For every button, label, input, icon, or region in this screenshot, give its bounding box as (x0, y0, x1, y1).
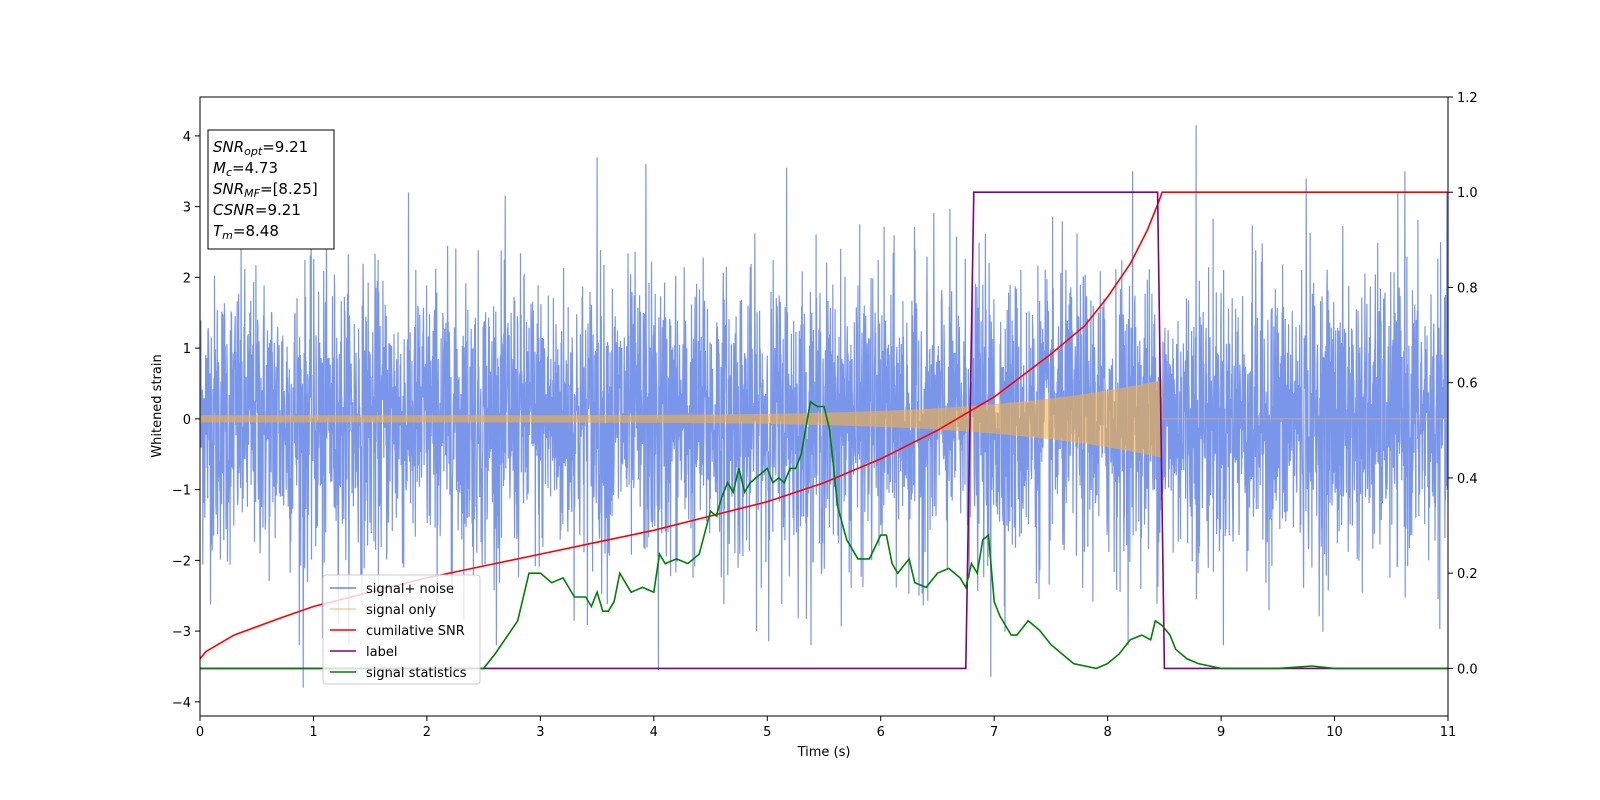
y-axis-left: −4 −3 −2 −1 0 1 2 3 4 (172, 130, 200, 711)
y-axis-label: Whitened strain (150, 354, 165, 457)
x-tick-label: 10 (1326, 725, 1343, 740)
x-tick-label: 2 (423, 725, 431, 740)
series-signal-statistics (200, 400, 1448, 670)
y2-tick-label: 0.8 (1457, 281, 1478, 296)
x-tick-label: 3 (536, 725, 544, 740)
y2-tick-label: 0.0 (1457, 662, 1478, 677)
series-layer (200, 125, 1448, 688)
legend-label: signal only (366, 603, 436, 618)
x-tick-label: 8 (1103, 725, 1111, 740)
y2-tick-label: 0.2 (1457, 567, 1478, 582)
y-tick-label: 3 (183, 201, 191, 216)
y2-tick-label: 0.6 (1457, 377, 1478, 392)
y-tick-label: 1 (183, 342, 191, 357)
y2-tick-label: 1.0 (1457, 186, 1478, 201)
x-tick-label: 9 (1217, 725, 1225, 740)
y2-tick-label: 1.2 (1457, 91, 1478, 106)
info-line: Tm=8.48 (213, 222, 279, 242)
y-tick-label: 0 (183, 413, 191, 428)
x-tick-label: 1 (309, 725, 317, 740)
x-axis: 0 1 2 3 4 5 6 7 8 9 10 11 (196, 716, 1456, 740)
y2-tick-label: 0.4 (1457, 472, 1478, 487)
legend: signal+ noise signal only cumilative SNR la… (322, 574, 481, 685)
series-signal-only (200, 379, 1448, 458)
plot-frame (199, 96, 1449, 717)
x-tick-label: 0 (196, 725, 204, 740)
y-tick-label: −1 (172, 484, 191, 499)
y-tick-label: −3 (172, 625, 191, 640)
legend-label: cumilative SNR (366, 624, 465, 639)
y-tick-label: 4 (183, 130, 191, 145)
x-tick-label: 5 (763, 725, 771, 740)
y-tick-label: −4 (172, 696, 191, 711)
x-tick-label: 11 (1440, 725, 1457, 740)
info-line: SNRMF=[8.25] (213, 180, 318, 200)
y-axis-right: 0.0 0.2 0.4 0.6 0.8 1.0 1.2 (1448, 91, 1478, 677)
y-tick-label: 2 (183, 271, 191, 286)
info-line: SNRopt=9.21 (213, 138, 308, 158)
x-tick-label: 7 (990, 725, 998, 740)
x-tick-label: 4 (650, 725, 658, 740)
legend-label: signal+ noise (366, 582, 454, 597)
info-line: CSNR=9.21 (213, 201, 301, 219)
series-label (200, 191, 1448, 670)
x-tick-label: 6 (877, 725, 885, 740)
y-tick-label: −2 (172, 554, 191, 569)
legend-label: label (366, 645, 397, 660)
legend-label: signal statistics (366, 666, 467, 681)
x-axis-label: Time (s) (797, 745, 851, 760)
series-cumilative-snr (200, 191, 1448, 660)
info-line: Mc=4.73 (213, 159, 278, 179)
